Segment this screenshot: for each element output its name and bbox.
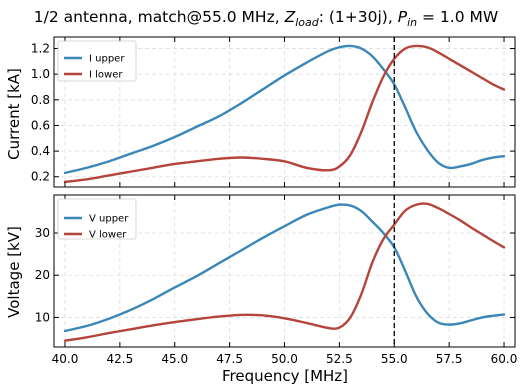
- x-tick-label: 52.5: [326, 352, 353, 366]
- y-tick-label: 0.6: [31, 118, 50, 132]
- legend-box: [57, 198, 137, 240]
- y-tick-label: 1.2: [31, 42, 50, 56]
- y-tick-label: 0.2: [31, 170, 50, 184]
- x-axis-label: Frequency [MHz]: [222, 367, 348, 385]
- y-tick-label: 20: [35, 268, 50, 282]
- x-tick-label: 50.0: [271, 352, 298, 366]
- x-tick-label: 42.5: [106, 352, 133, 366]
- y-tick-label: 0.4: [31, 144, 50, 158]
- x-tick-label: 60.0: [491, 352, 518, 366]
- legend-label: I upper: [89, 54, 125, 65]
- legend: I upper I lower: [57, 40, 137, 82]
- x-tick-label: 55.0: [381, 352, 408, 366]
- series-line-i-upper: [63, 44, 506, 175]
- y-axis-label-current: Current [kA]: [5, 68, 23, 160]
- title-p-symbol: P: [398, 8, 408, 26]
- y-tick-label: 1.0: [31, 67, 50, 81]
- x-tick-label: 40.0: [52, 352, 79, 366]
- legend-label: I lower: [89, 70, 123, 81]
- chart-title: 1/2 antenna, match@55.0 MHz, Zload: (1+3…: [34, 8, 498, 29]
- series-line-v-lower: [63, 202, 506, 342]
- title-p-subscript: in: [407, 16, 417, 29]
- title-prefix: 1/2 antenna, match@55.0 MHz,: [34, 8, 285, 26]
- title-z-value: : (1+30j),: [319, 8, 398, 26]
- y-tick-label: 10: [35, 310, 50, 324]
- title-z-subscript: load: [295, 16, 320, 29]
- y-tick-label: 0.8: [31, 93, 50, 107]
- x-tick-label: 45.0: [161, 352, 188, 366]
- title-p-value: = 1.0 MW: [417, 8, 498, 26]
- legend: V upper V lower: [57, 198, 137, 241]
- legend-label: V lower: [89, 230, 127, 241]
- y-axis-label-voltage: Voltage [kV]: [5, 226, 23, 318]
- series-line-i-lower: [63, 44, 506, 184]
- current-panel: 0.2 0.4 0.6 0.8 1.0 1.2 I upper I lower: [31, 36, 516, 188]
- series-line-v-upper: [63, 203, 506, 333]
- legend-box: [57, 40, 137, 82]
- x-tick-label: 47.5: [216, 352, 243, 366]
- legend-label: V upper: [89, 214, 129, 225]
- x-tick-label: 57.5: [436, 352, 463, 366]
- voltage-panel: 40.0 42.5 45.0 47.5 50.0 52.5 55.0 57.5 60.0 10 20…: [35, 194, 518, 366]
- title-z-symbol: Z: [284, 8, 296, 26]
- y-tick-label: 30: [35, 226, 50, 240]
